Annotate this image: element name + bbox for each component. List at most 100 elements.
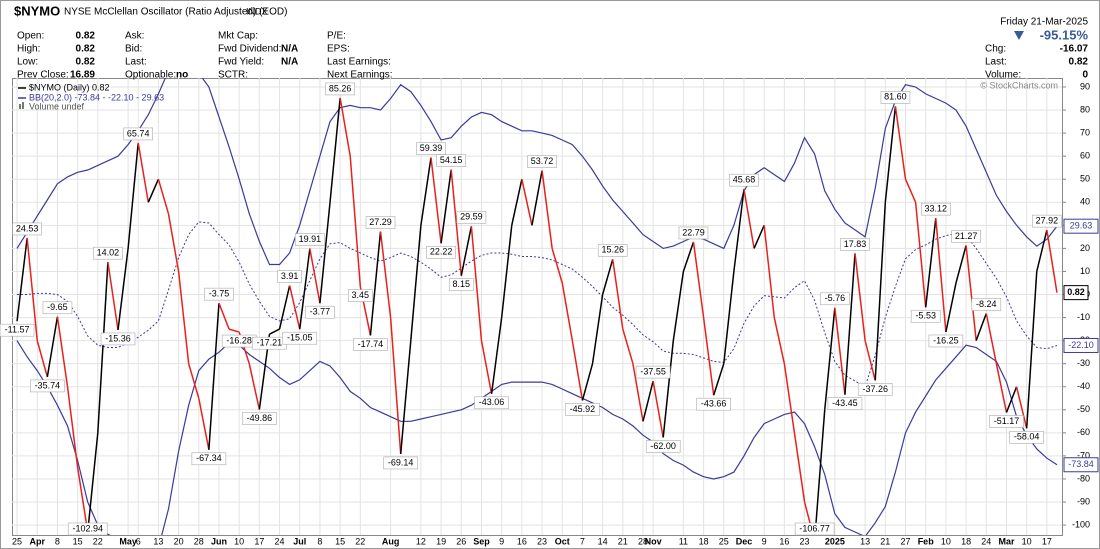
y-tick-label: -30 (1077, 358, 1090, 368)
value-label: 22.22 (430, 247, 453, 257)
y-tick-label: 10 (1080, 266, 1090, 276)
price-segment (339, 97, 351, 157)
value-label: 54.15 (440, 155, 463, 165)
field-label: Bid: (125, 44, 142, 55)
value-label-box (827, 397, 863, 410)
y-tick-label: -70 (1077, 450, 1090, 460)
y-tick-label: 70 (1080, 127, 1090, 137)
x-tick-label: 25 (12, 536, 22, 546)
price-segment (288, 285, 301, 330)
price-segment (278, 285, 291, 330)
price-segment (622, 328, 634, 364)
price-segment (208, 303, 220, 450)
price-segment (56, 316, 69, 387)
value-label-box (729, 173, 759, 187)
value-label: -5.53 (915, 311, 936, 321)
x-tick-label: 23 (537, 536, 547, 546)
price-segment (521, 179, 533, 226)
price-segment (97, 262, 109, 433)
field-label: Last Earnings: (327, 57, 391, 68)
price-segment (904, 178, 917, 203)
y-tick-label: -90 (1077, 496, 1090, 506)
value-label-box (67, 522, 108, 536)
watermark: © StockCharts.com (980, 80, 1058, 90)
value-label: -15.36 (105, 333, 131, 343)
price-segment (1046, 230, 1058, 293)
field-label: Last: (985, 57, 1007, 68)
price-segment (823, 307, 836, 410)
price-segment (531, 170, 543, 226)
price-segment (117, 248, 129, 331)
price-segment (1015, 386, 1028, 429)
y-tick-label: 90 (1080, 81, 1090, 91)
price-segment (662, 340, 675, 438)
price-segment (269, 328, 280, 335)
x-tick-label: 18 (961, 536, 971, 546)
value-label-box (353, 338, 388, 351)
value-label: -62.00 (650, 441, 676, 451)
price-segment (369, 231, 382, 336)
price-segment (511, 179, 523, 226)
value-label-box (295, 233, 325, 246)
legend-entry: BB(20,2.0) -73.84 - -22.10 - 29.63 (29, 92, 164, 102)
value-label-box (123, 127, 154, 141)
price-segment (248, 363, 261, 410)
value-label-box (305, 305, 335, 319)
symbol: $NYMO (14, 3, 60, 18)
value-label: 19.91 (299, 234, 322, 244)
price-segment (541, 170, 553, 249)
price-segment (167, 213, 180, 272)
value-label-box (191, 452, 227, 466)
price-segment (430, 157, 442, 244)
x-tick-label: Nov (645, 536, 662, 546)
quote-date: Friday 21-Mar-2025 (1000, 17, 1088, 28)
x-tick-label: Sep (473, 536, 490, 546)
value-label: 27.92 (1036, 216, 1059, 226)
value-label-box (448, 278, 474, 292)
value-label: 33.12 (925, 204, 948, 214)
price-segment (924, 218, 937, 308)
x-tick-label: 7 (580, 536, 585, 546)
price-segment (450, 169, 463, 276)
x-tick-label: May (119, 536, 137, 546)
value-label-box (242, 412, 277, 425)
x-tick-label: 9 (499, 536, 504, 546)
price-segment (319, 202, 331, 304)
value-label-box (348, 289, 373, 302)
price-segment (834, 307, 846, 395)
price-segment (935, 218, 947, 333)
value-label: -58.04 (1014, 432, 1040, 442)
value-label: -51.17 (994, 416, 1020, 426)
x-tick-label: 28 (194, 536, 204, 546)
x-tick-label: 8 (317, 536, 322, 546)
x-tick-label: 26 (456, 536, 466, 546)
value-label: 8.15 (453, 279, 471, 289)
price-segment (894, 106, 907, 180)
price-segment (1025, 271, 1038, 429)
x-tick-label: 15 (335, 536, 345, 546)
x-tick-label: 28 (638, 536, 648, 546)
price-segment (753, 225, 765, 249)
value-label: 22.79 (682, 227, 705, 237)
value-label-box (645, 440, 681, 453)
value-label-box (880, 91, 911, 104)
value-label: 14.02 (97, 248, 120, 258)
x-tick-label: Aug (382, 536, 400, 546)
legend-entry: $NYMO (Daily) 0.82 (29, 82, 110, 92)
value-label-box (1032, 214, 1062, 228)
y-tick-label: -50 (1077, 404, 1090, 414)
band-lower (16, 340, 1058, 535)
field-label: Open: (17, 31, 44, 42)
price-segment (723, 271, 735, 364)
value-label-box (42, 301, 73, 315)
value-label: -11.57 (5, 325, 30, 335)
price-segment (985, 313, 998, 364)
value-label-box (971, 298, 1002, 311)
value-label-box (416, 142, 446, 155)
price-segment (793, 432, 806, 503)
value-label: -37.55 (640, 366, 666, 376)
x-tick-label: 9 (762, 536, 767, 546)
value-label: -9.65 (47, 302, 68, 312)
value-label-box (277, 270, 302, 283)
